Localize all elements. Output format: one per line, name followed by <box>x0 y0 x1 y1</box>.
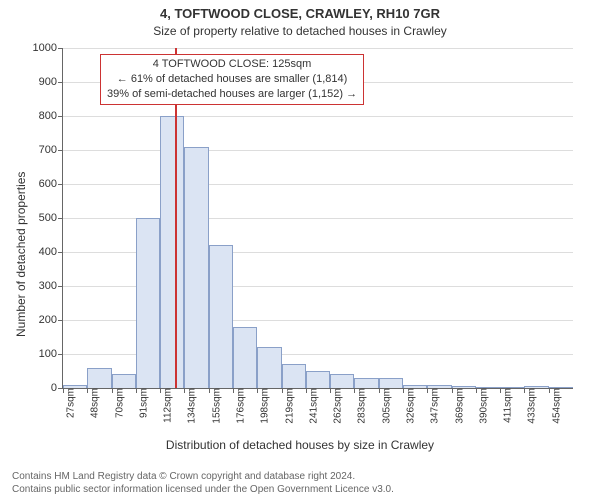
histogram-bar <box>112 374 136 388</box>
xtick-label: 454sqm <box>549 388 562 424</box>
ytick-label: 800 <box>39 110 63 122</box>
histogram-bar <box>87 368 111 388</box>
xtick-label: 91sqm <box>136 388 149 418</box>
histogram-bar <box>306 371 330 388</box>
y-axis-label: Number of detached properties <box>14 172 28 337</box>
xtick-label: 305sqm <box>379 388 392 424</box>
gridline <box>63 150 573 151</box>
annotation-line-2: ← 61% of detached houses are smaller (1,… <box>107 72 357 87</box>
xtick-label: 134sqm <box>185 388 198 424</box>
xtick-label: 369sqm <box>452 388 465 424</box>
gridline <box>63 116 573 117</box>
xtick-label: 411sqm <box>501 388 514 423</box>
histogram-bar <box>160 116 184 388</box>
xtick-label: 176sqm <box>234 388 247 424</box>
chart-subtitle: Size of property relative to detached ho… <box>0 24 600 38</box>
ytick-label: 200 <box>39 314 63 326</box>
histogram-bar <box>184 147 208 388</box>
histogram-bar <box>330 374 354 388</box>
histogram-bar <box>233 327 257 388</box>
histogram-bar <box>354 378 378 388</box>
histogram-bar <box>209 245 233 388</box>
gridline <box>63 184 573 185</box>
xtick-label: 326sqm <box>404 388 417 424</box>
xtick-label: 347sqm <box>428 388 441 424</box>
gridline <box>63 48 573 49</box>
xtick-label: 155sqm <box>209 388 222 424</box>
xtick-label: 112sqm <box>161 388 174 423</box>
footer-attribution: Contains HM Land Registry data © Crown c… <box>12 470 394 496</box>
xtick-label: 27sqm <box>64 388 77 418</box>
ytick-label: 300 <box>39 280 63 292</box>
xtick-label: 219sqm <box>282 388 295 424</box>
xtick-label: 433sqm <box>525 388 538 424</box>
footer-line-1: Contains HM Land Registry data © Crown c… <box>12 470 394 483</box>
chart-title: 4, TOFTWOOD CLOSE, CRAWLEY, RH10 7GR <box>0 6 600 21</box>
histogram-bar <box>136 218 160 388</box>
xtick-label: 262sqm <box>331 388 344 424</box>
ytick-label: 100 <box>39 348 63 360</box>
annotation-line-3: 39% of semi-detached houses are larger (… <box>107 87 357 102</box>
footer-line-2: Contains public sector information licen… <box>12 483 394 496</box>
ytick-label: 1000 <box>33 42 63 54</box>
annotation-box: 4 TOFTWOOD CLOSE: 125sqm ← 61% of detach… <box>100 54 364 105</box>
histogram-bar <box>257 347 281 388</box>
ytick-label: 0 <box>51 382 63 394</box>
xtick-label: 390sqm <box>476 388 489 424</box>
xtick-label: 70sqm <box>112 388 125 418</box>
chart-container: 4, TOFTWOOD CLOSE, CRAWLEY, RH10 7GR Siz… <box>0 0 600 500</box>
ytick-label: 500 <box>39 212 63 224</box>
xtick-label: 241sqm <box>306 388 319 424</box>
ytick-label: 900 <box>39 76 63 88</box>
ytick-label: 700 <box>39 144 63 156</box>
xtick-label: 48sqm <box>88 388 101 418</box>
histogram-bar <box>379 378 403 388</box>
x-axis-label: Distribution of detached houses by size … <box>0 438 600 452</box>
ytick-label: 400 <box>39 246 63 258</box>
annotation-line-1: 4 TOFTWOOD CLOSE: 125sqm <box>107 57 357 72</box>
xtick-label: 198sqm <box>258 388 271 424</box>
histogram-bar <box>282 364 306 388</box>
ytick-label: 600 <box>39 178 63 190</box>
xtick-label: 283sqm <box>355 388 368 424</box>
